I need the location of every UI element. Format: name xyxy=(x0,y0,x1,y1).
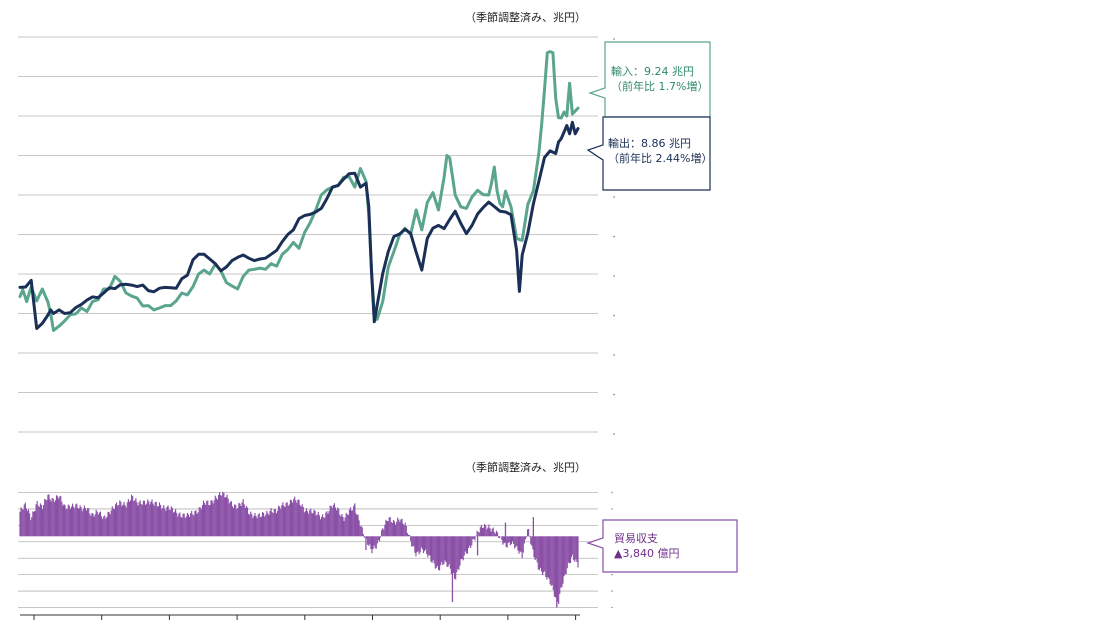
import-series-line xyxy=(18,50,580,332)
export-callout-line1: 輸出：8.86 兆円 xyxy=(608,136,691,150)
top-series-lines xyxy=(18,50,580,332)
export-callout-line2: （前年比 2.44%増） xyxy=(608,151,712,165)
balance-callout: 貿易収支 ▲3,840 億円 xyxy=(586,519,738,573)
top-gridlines xyxy=(18,36,598,433)
import-callout-box xyxy=(588,41,711,118)
top-y-tick-mark xyxy=(613,196,615,198)
bottom-y-tick-mark xyxy=(611,508,613,510)
import-callout-line1: 輸入：9.24 兆円 xyxy=(611,64,694,78)
bottom-y-tick-mark xyxy=(611,590,613,592)
bottom-unit-label: （季節調整済み、兆円） xyxy=(465,460,586,474)
top-chart: （季節調整済み、兆円） 輸入：9.24 兆円 （前年比 1.7%増） 輸出：8.… xyxy=(18,10,712,435)
bottom-gridlines xyxy=(18,492,598,608)
top-y-tick-mark xyxy=(613,354,615,356)
bottom-chart: （季節調整済み、兆円） 貿易収支 ▲3,840 億円 xyxy=(18,460,738,620)
export-callout-box xyxy=(586,116,711,191)
bottom-y-tick-mark xyxy=(611,573,613,576)
top-y-tick-mark xyxy=(613,275,615,277)
export-series-line xyxy=(18,120,580,330)
bottom-y-tick-mark xyxy=(611,606,613,609)
top-y-tick-mark xyxy=(613,38,615,40)
bottom-x-ticks xyxy=(33,615,577,620)
top-y-tick-mark xyxy=(613,314,615,317)
bottom-y-tick-mark xyxy=(611,491,613,494)
top-y-tick-mark xyxy=(613,393,615,396)
top-y-tick-mark xyxy=(613,433,615,435)
export-callout: 輸出：8.86 兆円 （前年比 2.44%増） xyxy=(586,116,712,191)
balance-callout-line1: 貿易収支 xyxy=(614,532,658,545)
import-callout-line2: （前年比 1.7%増） xyxy=(611,79,708,93)
top-y-tick-mark xyxy=(613,235,615,238)
trade-balance-bars xyxy=(19,491,579,608)
balance-callout-line2: ▲3,840 億円 xyxy=(614,547,679,560)
top-unit-label: （季節調整済み、兆円） xyxy=(465,10,586,24)
balance-callout-box xyxy=(586,519,738,573)
import-callout: 輸入：9.24 兆円 （前年比 1.7%増） xyxy=(588,41,711,118)
